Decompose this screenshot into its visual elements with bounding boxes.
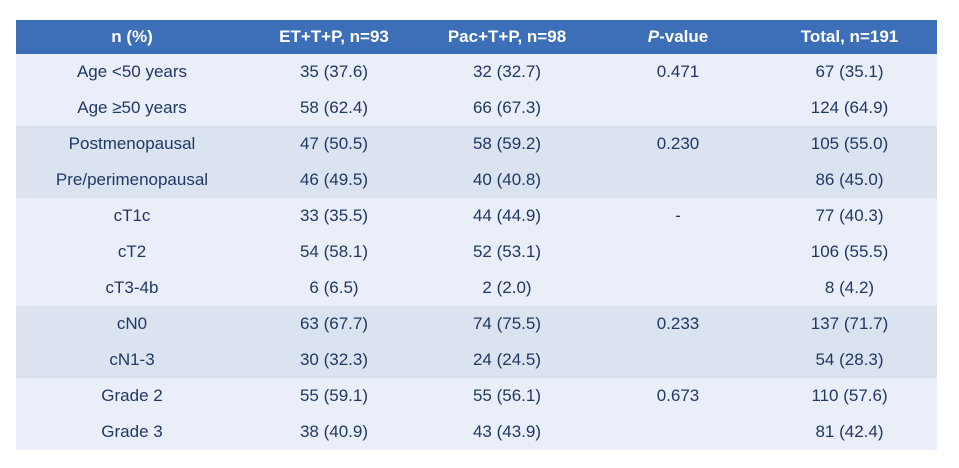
cell-p-value: [594, 342, 762, 378]
row-label: Age <50 years: [16, 54, 248, 90]
cell-p-value: 0.471: [594, 54, 762, 90]
header-pac-arm: Pac+T+P, n=98: [420, 20, 594, 54]
cell-et-value: 33 (35.5): [248, 198, 420, 234]
cell-pac-value: 44 (44.9): [420, 198, 594, 234]
cell-pac-value: 66 (67.3): [420, 90, 594, 126]
cell-et-value: 63 (67.7): [248, 306, 420, 342]
table-row: Age ≥50 years 58 (62.4) 66 (67.3) 124 (6…: [16, 90, 937, 126]
cell-p-value: [594, 234, 762, 270]
cell-total-value: 8 (4.2): [762, 270, 937, 306]
row-label: Age ≥50 years: [16, 90, 248, 126]
row-label: Pre/perimenopausal: [16, 162, 248, 198]
row-label: cT2: [16, 234, 248, 270]
cell-pac-value: 40 (40.8): [420, 162, 594, 198]
table-row: Grade 2 55 (59.1) 55 (56.1) 0.673 110 (5…: [16, 378, 937, 414]
row-label: cT3-4b: [16, 270, 248, 306]
cell-p-value: [594, 270, 762, 306]
cell-et-value: 55 (59.1): [248, 378, 420, 414]
row-label: cN0: [16, 306, 248, 342]
table-body: Age <50 years 35 (37.6) 32 (32.7) 0.471 …: [16, 54, 937, 450]
cell-et-value: 30 (32.3): [248, 342, 420, 378]
cell-p-value: [594, 90, 762, 126]
cell-p-value: [594, 414, 762, 450]
header-n-percent: n (%): [16, 20, 248, 54]
cell-et-value: 47 (50.5): [248, 126, 420, 162]
cell-total-value: 81 (42.4): [762, 414, 937, 450]
header-et-arm: ET+T+P, n=93: [248, 20, 420, 54]
table-row: cN1-3 30 (32.3) 24 (24.5) 54 (28.3): [16, 342, 937, 378]
cell-total-value: 106 (55.5): [762, 234, 937, 270]
row-label: cN1-3: [16, 342, 248, 378]
cell-et-value: 35 (37.6): [248, 54, 420, 90]
cell-total-value: 86 (45.0): [762, 162, 937, 198]
cell-et-value: 54 (58.1): [248, 234, 420, 270]
cell-p-value: -: [594, 198, 762, 234]
cell-et-value: 58 (62.4): [248, 90, 420, 126]
header-p-value-rest: -value: [659, 27, 709, 46]
cell-pac-value: 52 (53.1): [420, 234, 594, 270]
row-label: cT1c: [16, 198, 248, 234]
cell-pac-value: 58 (59.2): [420, 126, 594, 162]
cell-total-value: 105 (55.0): [762, 126, 937, 162]
table-row: Pre/perimenopausal 46 (49.5) 40 (40.8) 8…: [16, 162, 937, 198]
table-row: cT1c 33 (35.5) 44 (44.9) - 77 (40.3): [16, 198, 937, 234]
header-row: n (%) ET+T+P, n=93 Pac+T+P, n=98 P-value…: [16, 20, 937, 54]
table-row: cT2 54 (58.1) 52 (53.1) 106 (55.5): [16, 234, 937, 270]
cell-p-value: 0.233: [594, 306, 762, 342]
row-label: Grade 3: [16, 414, 248, 450]
cell-pac-value: 55 (56.1): [420, 378, 594, 414]
header-total: Total, n=191: [762, 20, 937, 54]
table-row: Age <50 years 35 (37.6) 32 (32.7) 0.471 …: [16, 54, 937, 90]
cell-p-value: [594, 162, 762, 198]
header-p-value-italic: P: [647, 27, 660, 46]
cell-total-value: 137 (71.7): [762, 306, 937, 342]
cell-pac-value: 74 (75.5): [420, 306, 594, 342]
header-p-value: P-value: [594, 20, 762, 54]
characteristics-table: n (%) ET+T+P, n=93 Pac+T+P, n=98 P-value…: [16, 20, 937, 450]
cell-pac-value: 43 (43.9): [420, 414, 594, 450]
cell-p-value: 0.230: [594, 126, 762, 162]
cell-total-value: 54 (28.3): [762, 342, 937, 378]
table-row: cT3-4b 6 (6.5) 2 (2.0) 8 (4.2): [16, 270, 937, 306]
table-row: Postmenopausal 47 (50.5) 58 (59.2) 0.230…: [16, 126, 937, 162]
cell-et-value: 46 (49.5): [248, 162, 420, 198]
cell-et-value: 6 (6.5): [248, 270, 420, 306]
row-label: Postmenopausal: [16, 126, 248, 162]
cell-total-value: 124 (64.9): [762, 90, 937, 126]
table-row: cN0 63 (67.7) 74 (75.5) 0.233 137 (71.7): [16, 306, 937, 342]
row-label: Grade 2: [16, 378, 248, 414]
cell-pac-value: 2 (2.0): [420, 270, 594, 306]
cell-pac-value: 24 (24.5): [420, 342, 594, 378]
table-row: Grade 3 38 (40.9) 43 (43.9) 81 (42.4): [16, 414, 937, 450]
cell-et-value: 38 (40.9): [248, 414, 420, 450]
cell-pac-value: 32 (32.7): [420, 54, 594, 90]
cell-total-value: 67 (35.1): [762, 54, 937, 90]
cell-total-value: 110 (57.6): [762, 378, 937, 414]
cell-total-value: 77 (40.3): [762, 198, 937, 234]
cell-p-value: 0.673: [594, 378, 762, 414]
